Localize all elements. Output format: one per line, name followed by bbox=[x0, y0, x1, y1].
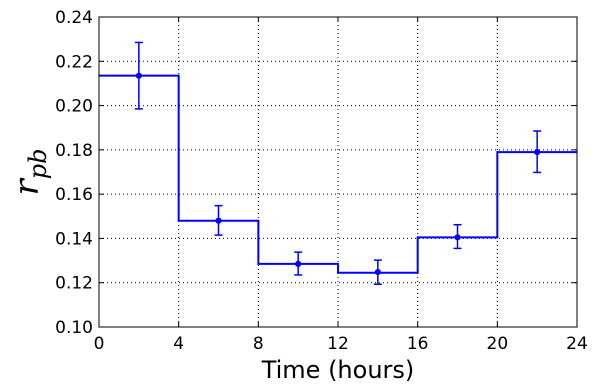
y-tick-label: 0.18 bbox=[55, 141, 93, 161]
plot-frame bbox=[98, 16, 578, 328]
x-axis-label: Time (hours) bbox=[261, 356, 415, 384]
y-tick-label: 0.12 bbox=[55, 274, 93, 294]
data-points bbox=[135, 72, 541, 276]
x-tick-label: 8 bbox=[253, 334, 264, 354]
error-bars bbox=[134, 41, 542, 286]
y-tick-label: 0.14 bbox=[55, 229, 93, 249]
y-tick-label: 0.22 bbox=[55, 52, 93, 72]
step-line bbox=[99, 74, 577, 274]
x-tick-labels: 0 4 8 12 16 20 24 bbox=[94, 334, 588, 354]
y-tick-label: 0.24 bbox=[55, 8, 93, 28]
x-tick-label: 24 bbox=[566, 334, 588, 354]
data-point bbox=[135, 72, 142, 79]
data-point bbox=[534, 148, 541, 156]
data-point bbox=[215, 217, 222, 224]
x-tick-label: 20 bbox=[487, 334, 509, 354]
grid bbox=[99, 17, 577, 327]
x-tick-label: 16 bbox=[407, 334, 429, 354]
axis-ticks bbox=[98, 16, 578, 328]
y-tick-label: 0.20 bbox=[55, 97, 93, 117]
y-tick-label: 0.16 bbox=[55, 185, 93, 205]
x-tick-label: 0 bbox=[94, 334, 105, 354]
y-axis-label: rpb bbox=[7, 149, 52, 196]
series-step-line bbox=[99, 74, 577, 274]
y-tick-labels: 0.10 0.12 0.14 0.16 0.18 0.20 0.22 0.24 bbox=[55, 8, 93, 338]
data-point bbox=[295, 260, 302, 267]
y-axis-label-sub: pb bbox=[24, 149, 52, 180]
x-tick-label: 12 bbox=[327, 334, 349, 354]
data-point bbox=[374, 268, 381, 276]
x-tick-label: 4 bbox=[173, 334, 184, 354]
y-tick-label: 0.10 bbox=[55, 318, 93, 338]
data-point bbox=[454, 234, 461, 241]
y-axis-label-main: r bbox=[7, 178, 47, 196]
